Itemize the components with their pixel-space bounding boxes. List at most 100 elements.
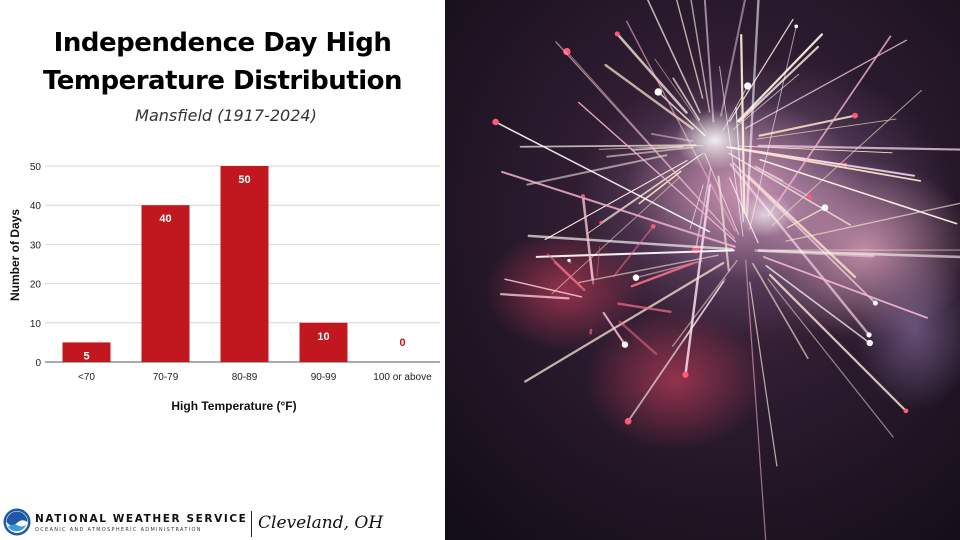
firework-streak [581,195,594,281]
x-tick-label: <70 [78,372,95,383]
firework-streak [672,259,738,347]
firework-streak [551,176,681,295]
firework-spark [624,417,632,425]
firework-streak [745,259,767,540]
firework-streak [494,121,711,233]
firework-streak [499,293,570,300]
firework-streak [757,144,960,151]
office-name: Cleveland, OH [258,513,384,533]
firework-streak [630,262,695,288]
firework-streak [771,89,922,226]
firework-spark [651,224,656,229]
y-tick-label: 50 [30,162,42,173]
firework-streak [631,146,684,151]
firework-streak [612,225,655,278]
firework-spark [821,204,829,212]
firework-spark [903,408,909,414]
x-axis-label: High Temperature (°F) [171,399,296,413]
firework-streak [759,158,958,225]
firework-spark [744,82,752,90]
firework-streak [757,249,960,259]
firework-streak [767,35,892,216]
firework-spark [563,47,571,56]
y-axis-label: Number of Days [8,209,22,301]
firework-spark [599,221,603,225]
data-label: 40 [159,213,171,225]
left-panel: Independence Day High Temperature Distri… [0,0,445,540]
firework-streak [501,170,736,248]
firework-streak [768,273,908,412]
data-label: 0 [399,337,405,349]
chart-subtitle: Mansfield (1917-2024) [135,106,317,125]
chart-title: Independence Day High Temperature Distri… [0,24,445,100]
fireworks-image [445,0,960,540]
firework-streak [617,302,672,314]
y-tick-label: 30 [30,240,42,251]
y-tick-label: 40 [30,201,42,212]
bar-chart: 0 10 20 30 40 50 5 40 50 10 0 <70 70-79 80-89 90-99 1… [8,162,440,413]
bar [141,205,190,362]
footer-divider [251,511,252,537]
firework-streak [676,0,704,99]
firework-streak [600,155,700,224]
firework-streak [519,144,697,148]
firework-spark [614,31,620,37]
bar [220,166,269,362]
firework-spark [581,194,585,199]
firework-streak [684,184,712,377]
data-label: 5 [83,350,89,362]
firework-streak [754,165,784,182]
noaa-logo-icon [3,508,31,536]
firework-streak [577,101,737,243]
firework-streak [504,278,583,298]
firework-streak [672,77,701,121]
firework-streak [596,246,601,277]
firework-streak [744,39,907,129]
firework-spark [492,118,499,126]
firework-streak [547,253,582,287]
firework-spark [866,339,873,347]
firework-spark [621,341,629,348]
firework-streak [767,278,894,438]
firework-streak [738,145,893,154]
agency-subtitle: OCEANIC AND ATMOSPHERIC ADMINISTRATION [35,527,202,533]
firework-streak [720,0,747,117]
firework-streak [618,320,658,356]
data-label: 50 [238,174,250,186]
firework-streak [544,160,688,241]
firework-streak [752,262,809,360]
y-tick-label: 0 [35,358,41,369]
data-label: 10 [317,331,329,343]
firework-spark [682,371,689,378]
chart-title-line: Independence Day High [53,28,392,58]
firework-streak [703,0,715,123]
x-tick-label: 80-89 [232,372,258,383]
firework-streak [732,162,877,305]
firework-streak [749,281,778,467]
firework-spark [866,332,872,338]
firework-streak [745,0,760,218]
y-tick-label: 20 [30,280,42,291]
bars: 5 40 50 10 0 [62,166,406,362]
firework-streak [535,249,735,258]
firework-streak [627,280,725,423]
bar [62,342,111,362]
chart-title-line: Temperature Distribution [42,66,403,96]
firework-streak [646,0,701,114]
y-axis-ticks: 0 10 20 30 40 50 [30,162,42,369]
firework-streak [785,202,960,242]
firework-streak [615,32,688,114]
x-axis-ticks: <70 70-79 80-89 90-99 100 or above [78,372,432,383]
firework-spark [807,194,813,200]
firework-streak [690,0,711,113]
firework-streak [729,146,916,177]
x-tick-label: 100 or above [373,372,432,383]
firework-spark [632,274,640,281]
firework-streak [578,254,719,284]
x-tick-label: 70-79 [153,372,179,383]
firework-streak [604,63,694,130]
bar [299,322,348,362]
firework-streak [765,265,871,344]
firework-spark [567,258,571,263]
firework-streak [758,114,857,137]
